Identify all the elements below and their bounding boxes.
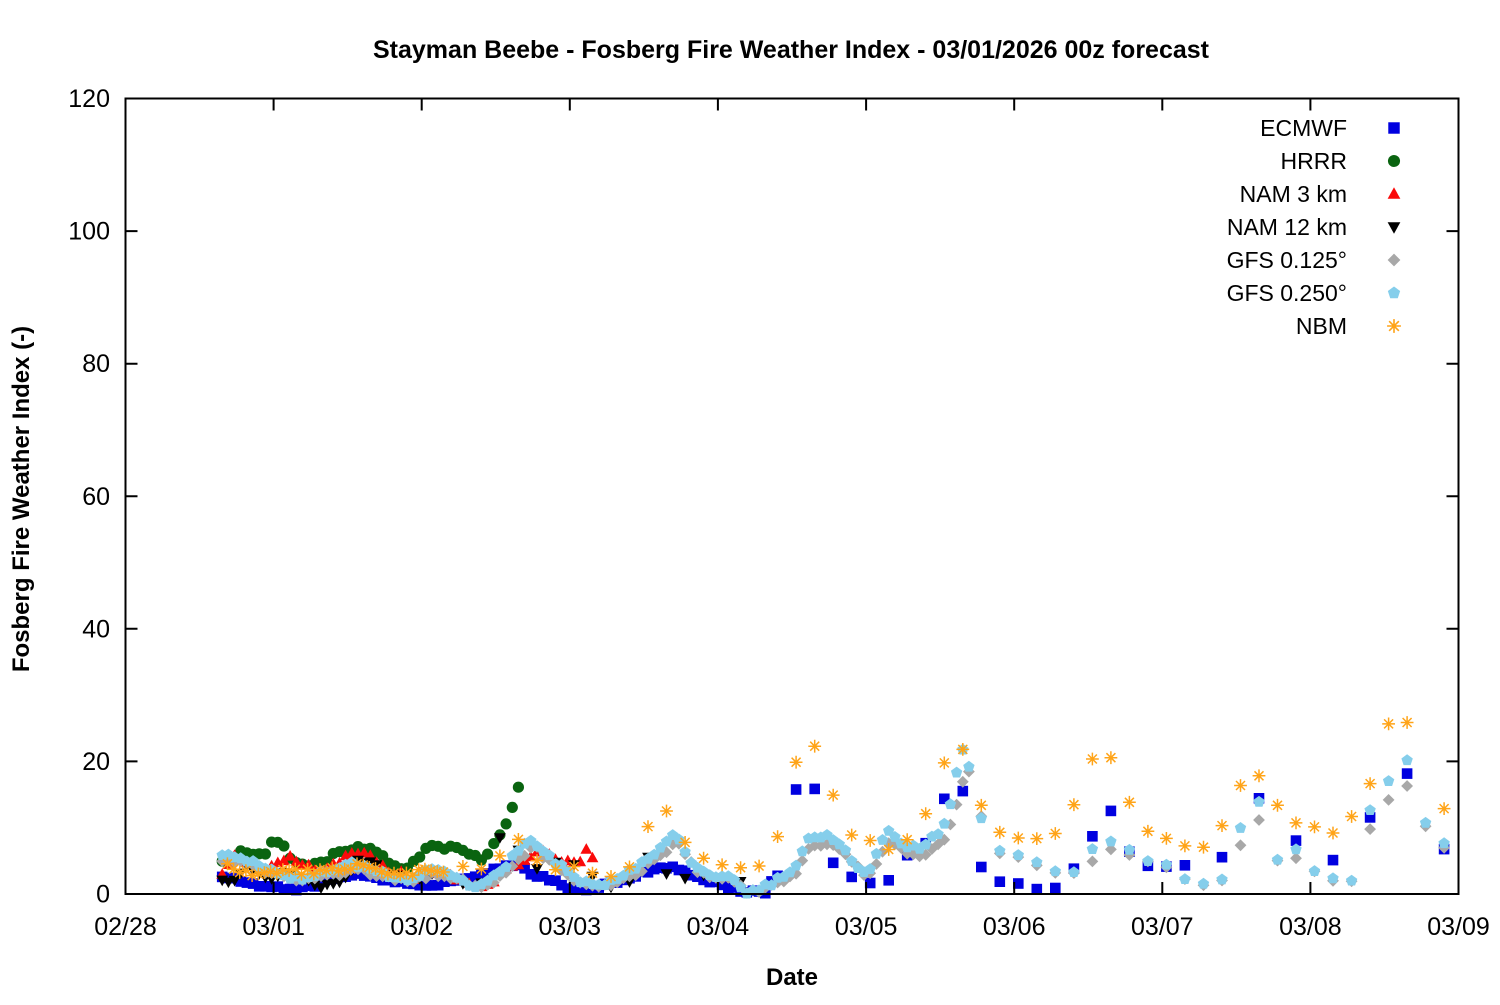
svg-text:0: 0 bbox=[96, 881, 110, 909]
svg-text:20: 20 bbox=[82, 748, 110, 776]
svg-text:03/03: 03/03 bbox=[539, 913, 602, 941]
svg-text:ECMWF: ECMWF bbox=[1260, 115, 1347, 141]
svg-text:120: 120 bbox=[68, 85, 110, 113]
svg-text:03/09: 03/09 bbox=[1427, 913, 1490, 941]
svg-text:100: 100 bbox=[68, 218, 110, 246]
svg-text:03/01: 03/01 bbox=[242, 913, 305, 941]
svg-text:NAM 3 km: NAM 3 km bbox=[1240, 181, 1347, 207]
svg-text:GFS 0.250°: GFS 0.250° bbox=[1227, 280, 1347, 306]
svg-text:40: 40 bbox=[82, 615, 110, 643]
svg-text:03/04: 03/04 bbox=[687, 913, 750, 941]
svg-text:60: 60 bbox=[82, 483, 110, 511]
svg-text:HRRR: HRRR bbox=[1281, 148, 1347, 174]
svg-text:03/07: 03/07 bbox=[1131, 913, 1194, 941]
svg-text:NAM 12 km: NAM 12 km bbox=[1227, 214, 1347, 240]
svg-text:80: 80 bbox=[82, 350, 110, 378]
svg-text:Stayman Beebe - Fosberg Fire W: Stayman Beebe - Fosberg Fire Weather Ind… bbox=[373, 36, 1210, 64]
svg-text:02/28: 02/28 bbox=[94, 913, 157, 941]
svg-text:03/06: 03/06 bbox=[983, 913, 1046, 941]
svg-text:Fosberg Fire Weather Index (-): Fosberg Fire Weather Index (-) bbox=[8, 326, 35, 672]
svg-text:03/02: 03/02 bbox=[390, 913, 453, 941]
svg-text:NBM: NBM bbox=[1296, 313, 1347, 339]
svg-text:03/08: 03/08 bbox=[1279, 913, 1342, 941]
svg-text:Date: Date bbox=[766, 964, 818, 991]
svg-text:03/05: 03/05 bbox=[835, 913, 898, 941]
svg-text:GFS 0.125°: GFS 0.125° bbox=[1227, 247, 1347, 273]
